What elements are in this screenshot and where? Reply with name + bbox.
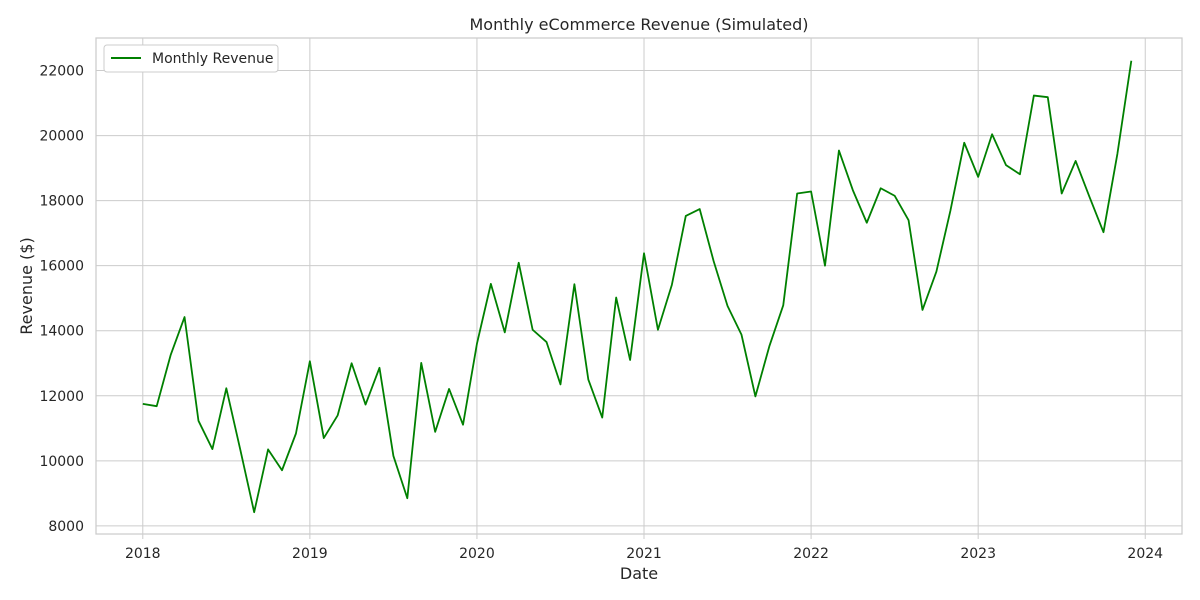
x-tick-label: 2018: [125, 546, 161, 562]
y-tick-label: 20000: [39, 129, 84, 145]
y-tick-label: 18000: [39, 194, 84, 210]
y-axis-label: Revenue ($): [17, 237, 36, 334]
plot-frame: [95, 37, 1183, 535]
y-tick-label: 16000: [39, 259, 84, 275]
chart-title: Monthly eCommerce Revenue (Simulated): [469, 15, 808, 34]
y-tick-label: 14000: [39, 324, 84, 340]
x-tick-label: 2020: [459, 546, 495, 562]
series-layer: [142, 60, 1133, 514]
y-tick-label: 12000: [39, 389, 84, 405]
legend-box: [103, 44, 279, 73]
tick-labels: 2018 2019 2020 2021 2022 2023 2024 8000 10000 120…: [39, 64, 1163, 562]
x-tick-label: 2022: [793, 546, 829, 562]
x-axis-label: Date: [620, 564, 658, 583]
y-tick-label: 10000: [39, 454, 84, 470]
grid: [96, 38, 1182, 534]
x-tick-label: 2021: [626, 546, 662, 562]
legend: Monthly Revenue: [103, 44, 279, 73]
x-tick-label: 2019: [292, 546, 328, 562]
x-tick-label: 2024: [1127, 546, 1163, 562]
x-tick-label: 2023: [960, 546, 996, 562]
y-tick-label: 22000: [39, 64, 84, 80]
series-line-monthly-revenue: [142, 60, 1133, 514]
y-tick-label: 8000: [48, 519, 84, 535]
legend-label: Monthly Revenue: [152, 51, 273, 67]
